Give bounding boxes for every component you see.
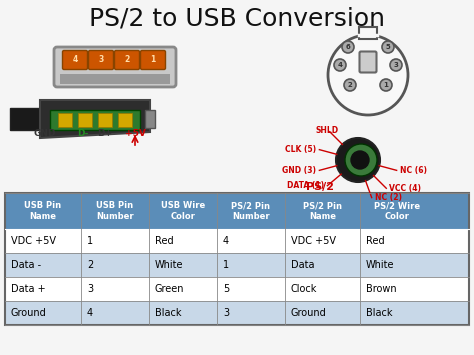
Bar: [78, 113, 92, 127]
Text: 1: 1: [150, 55, 155, 65]
Text: NC (6): NC (6): [400, 166, 427, 175]
Text: Clock: Clock: [291, 284, 318, 294]
Circle shape: [336, 138, 380, 182]
Text: 1: 1: [383, 82, 388, 88]
Text: VDC +5V: VDC +5V: [291, 236, 336, 246]
FancyBboxPatch shape: [115, 50, 139, 70]
Text: White: White: [366, 260, 394, 270]
Text: 3: 3: [87, 284, 93, 294]
Bar: [5, 193, 469, 325]
Polygon shape: [40, 100, 150, 138]
Text: Brown: Brown: [366, 284, 397, 294]
Circle shape: [351, 151, 369, 169]
Text: Data -: Data -: [11, 260, 41, 270]
Text: CLK (5): CLK (5): [285, 145, 316, 154]
Text: Red: Red: [366, 236, 384, 246]
Circle shape: [342, 41, 354, 53]
Text: 4: 4: [223, 236, 229, 246]
Text: Data: Data: [291, 260, 315, 270]
Bar: [5, 229, 469, 253]
Bar: [98, 113, 112, 127]
Text: 5: 5: [223, 284, 229, 294]
Text: Data +: Data +: [11, 284, 46, 294]
FancyBboxPatch shape: [63, 50, 88, 70]
FancyBboxPatch shape: [89, 50, 113, 70]
Bar: [60, 74, 170, 84]
Text: Green: Green: [155, 284, 184, 294]
Text: D-: D-: [77, 129, 89, 138]
Circle shape: [328, 35, 408, 115]
FancyBboxPatch shape: [359, 51, 376, 72]
Text: GND: GND: [34, 129, 56, 138]
Text: Red: Red: [155, 236, 173, 246]
Text: 1: 1: [223, 260, 229, 270]
Text: 6: 6: [346, 44, 350, 50]
Text: Black: Black: [155, 308, 182, 318]
Text: PS/2 Wire
Color: PS/2 Wire Color: [374, 201, 420, 221]
Bar: [118, 113, 132, 127]
Bar: [5, 301, 469, 325]
FancyBboxPatch shape: [54, 47, 176, 87]
Circle shape: [334, 59, 346, 71]
Text: +5V: +5V: [125, 129, 146, 138]
Text: Ground: Ground: [291, 308, 327, 318]
Text: 1: 1: [87, 236, 93, 246]
Text: 5: 5: [386, 44, 391, 50]
Text: 3: 3: [223, 308, 229, 318]
Text: PS/2 Pin
Name: PS/2 Pin Name: [303, 201, 342, 221]
Text: DATA (1): DATA (1): [287, 181, 324, 190]
Circle shape: [344, 79, 356, 91]
Text: VCC (4): VCC (4): [389, 184, 421, 193]
Text: White: White: [155, 260, 183, 270]
Text: 4: 4: [87, 308, 93, 318]
Text: NC (2): NC (2): [374, 193, 401, 202]
Text: PS/2 to USB Conversion: PS/2 to USB Conversion: [89, 7, 385, 31]
Circle shape: [345, 144, 377, 176]
Text: VDC +5V: VDC +5V: [11, 236, 56, 246]
FancyBboxPatch shape: [140, 50, 165, 70]
Bar: [58, 113, 72, 127]
Text: 4: 4: [73, 55, 78, 65]
Text: SHLD: SHLD: [315, 126, 338, 135]
Bar: [10, 108, 40, 130]
Text: PS/2: PS/2: [306, 182, 334, 192]
Text: USB Wire
Color: USB Wire Color: [161, 201, 205, 221]
Bar: [359, 27, 377, 39]
Bar: [5, 253, 469, 277]
Circle shape: [382, 41, 394, 53]
Text: D+: D+: [98, 129, 112, 138]
Circle shape: [390, 59, 402, 71]
Text: 3: 3: [99, 55, 104, 65]
Text: USB Pin
Name: USB Pin Name: [25, 201, 62, 221]
Text: 3: 3: [393, 62, 399, 68]
Bar: [50, 110, 140, 130]
Text: 4: 4: [337, 62, 343, 68]
Bar: [145, 110, 155, 128]
Bar: [5, 193, 469, 229]
Text: Ground: Ground: [11, 308, 47, 318]
Circle shape: [380, 79, 392, 91]
Text: Black: Black: [366, 308, 392, 318]
Text: 2: 2: [124, 55, 129, 65]
Bar: [5, 277, 469, 301]
Text: GND (3): GND (3): [283, 166, 316, 175]
Text: 2: 2: [87, 260, 93, 270]
Text: PS/2 Pin
Number: PS/2 Pin Number: [231, 201, 271, 221]
Text: USB Pin
Number: USB Pin Number: [96, 201, 134, 221]
Text: 2: 2: [347, 82, 352, 88]
